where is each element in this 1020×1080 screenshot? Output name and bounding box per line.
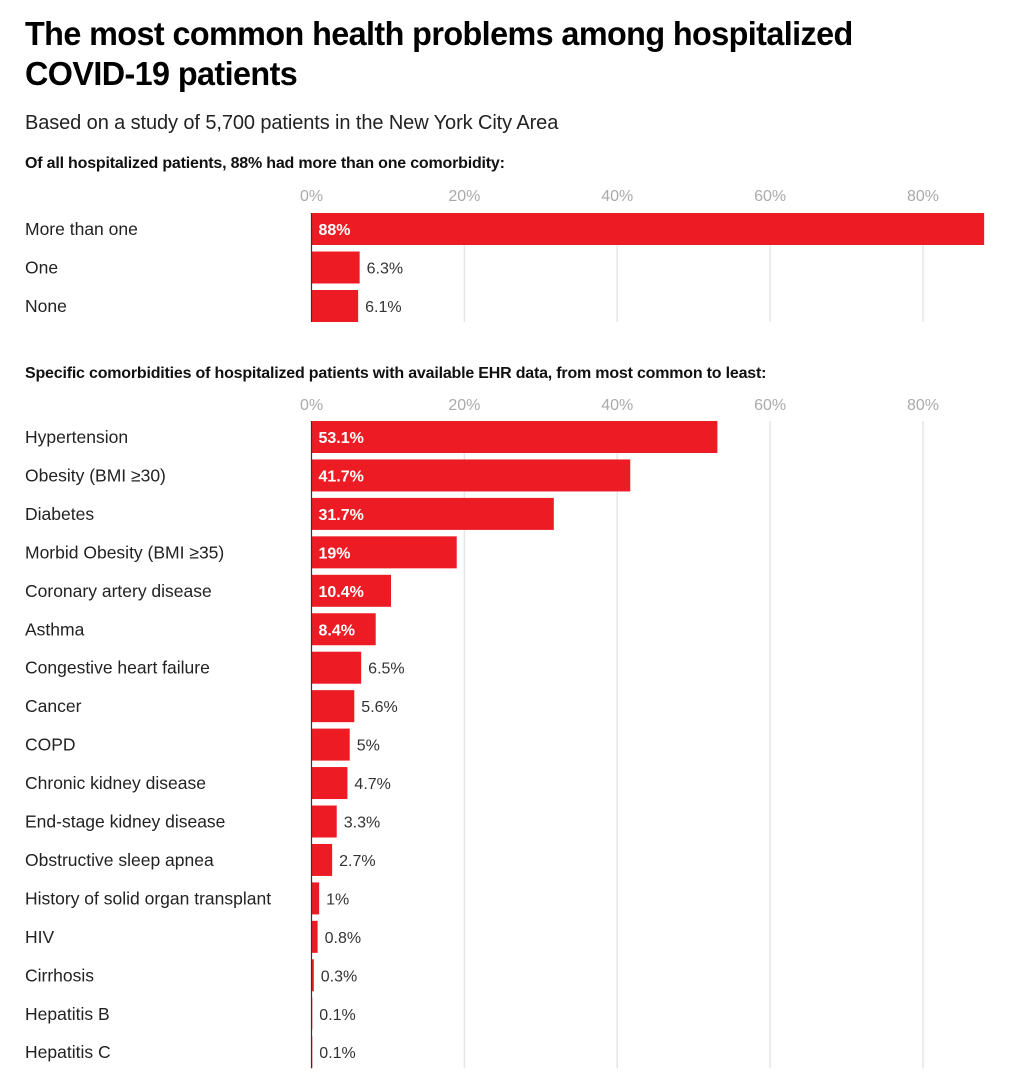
- category-label: Coronary artery disease: [25, 581, 212, 601]
- value-label: 0.3%: [321, 968, 357, 985]
- bar: [311, 536, 457, 569]
- category-label: Chronic kidney disease: [25, 773, 206, 793]
- value-label: 88%: [319, 222, 351, 239]
- x-tick-label: 20%: [448, 397, 480, 414]
- section-title-comorbidity-count: Of all hospitalized patients, 88% had mo…: [25, 155, 505, 172]
- comorbidity-count-chart: 0% 20% 40% 60% 80% More than one 88% One 6.3% Non…: [25, 188, 985, 322]
- category-label: Morbid Obesity (BMI ≥35): [25, 542, 224, 562]
- chart-subtitle: Based on a study of 5,700 patients in th…: [25, 112, 559, 134]
- x-tick-label: 60%: [754, 188, 786, 205]
- category-label: History of solid organ transplant: [25, 888, 271, 908]
- value-label: 2.7%: [339, 853, 375, 870]
- value-label: 3.3%: [344, 815, 380, 832]
- bar: [311, 421, 718, 453]
- section-title-specific-comorbidities: Specific comorbidities of hospitalized p…: [25, 365, 767, 382]
- bar: [311, 574, 391, 607]
- x-tick-label: 40%: [601, 188, 633, 205]
- bar: [311, 843, 333, 876]
- value-label: 19%: [319, 545, 351, 562]
- specific-comorbidities-chart: 0% 20% 40% 60% 80% Hypertension 53.1% Obesity (…: [25, 397, 939, 1069]
- value-label: 10.4%: [319, 584, 364, 601]
- bar: [311, 459, 631, 492]
- bar: [311, 497, 554, 530]
- category-label: Congestive heart failure: [25, 658, 210, 678]
- bar: [311, 613, 376, 646]
- category-label: None: [25, 296, 67, 316]
- chart-title: The most common health problems among ho…: [25, 15, 853, 92]
- value-label: 0.1%: [319, 1045, 355, 1062]
- bar: [311, 882, 320, 915]
- value-label: 6.1%: [365, 299, 401, 316]
- category-label: Asthma: [25, 619, 85, 639]
- value-label: 5.6%: [361, 699, 397, 716]
- value-label: 8.4%: [319, 622, 355, 639]
- category-label: Diabetes: [25, 504, 94, 524]
- value-label: 5%: [357, 738, 380, 755]
- bar: [311, 651, 362, 684]
- x-tick-label: 80%: [907, 188, 939, 205]
- value-label: 31.7%: [319, 507, 364, 524]
- x-tick-label: 20%: [448, 188, 480, 205]
- category-label: COPD: [25, 735, 76, 755]
- bar: [311, 767, 348, 800]
- value-label: 6.5%: [368, 661, 404, 678]
- x-tick-label: 60%: [754, 397, 786, 414]
- bar: [311, 251, 360, 284]
- value-label: 6.3%: [367, 261, 403, 278]
- category-label: Hepatitis B: [25, 1004, 110, 1024]
- bar: [311, 805, 337, 838]
- value-label: 41.7%: [319, 468, 364, 485]
- category-label: Hepatitis C: [25, 1042, 111, 1062]
- value-label: 1%: [326, 891, 349, 908]
- bar: [311, 920, 318, 953]
- category-label: Cirrhosis: [25, 965, 94, 985]
- bar: [311, 213, 985, 245]
- value-label: 0.8%: [325, 930, 361, 947]
- x-tick-label: 80%: [907, 397, 939, 414]
- bar: [311, 728, 350, 761]
- category-label: Obstructive sleep apnea: [25, 850, 214, 870]
- value-label: 53.1%: [319, 430, 364, 447]
- bar: [311, 959, 314, 992]
- category-label: Hypertension: [25, 427, 128, 447]
- category-label: One: [25, 258, 58, 278]
- x-tick-label: 40%: [601, 397, 633, 414]
- category-label: Obesity (BMI ≥30): [25, 465, 166, 485]
- category-label: End-stage kidney disease: [25, 812, 225, 832]
- bar: [311, 290, 359, 322]
- category-label: Cancer: [25, 696, 82, 716]
- x-tick-label: 0%: [300, 188, 323, 205]
- value-label: 0.1%: [319, 1007, 355, 1024]
- value-label: 4.7%: [354, 776, 390, 793]
- bar: [311, 690, 355, 723]
- category-label: More than one: [25, 219, 138, 239]
- x-tick-label: 0%: [300, 397, 323, 414]
- category-label: HIV: [25, 927, 55, 947]
